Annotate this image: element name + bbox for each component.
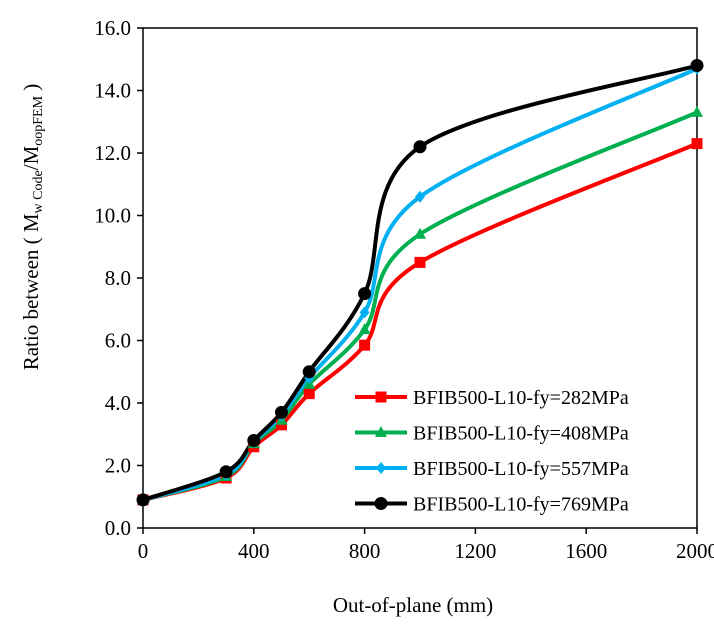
data-point-series-1	[359, 339, 371, 351]
data-point-series-4	[690, 59, 704, 72]
x-tick-label: 800	[349, 539, 381, 563]
y-tick-label: 10.0	[94, 204, 131, 228]
x-tick-label: 0	[138, 539, 149, 563]
data-point-series-4	[136, 493, 150, 507]
data-point-series-3	[415, 190, 425, 203]
y-tick-label: 14.0	[94, 79, 131, 103]
data-point-series-4	[219, 465, 233, 479]
legend-marker	[375, 426, 387, 437]
y-tick-label: 4.0	[105, 391, 131, 415]
data-point-series-2	[414, 227, 426, 239]
legend-label: BFIB500-L10-fy=408MPa	[413, 423, 629, 445]
data-point-series-4	[302, 365, 316, 379]
y-tick-label: 2.0	[105, 454, 131, 478]
y-tick-label: 6.0	[105, 329, 131, 353]
y-tick-label: 0.0	[105, 516, 131, 540]
legend-marker	[375, 391, 387, 403]
data-point-series-4	[275, 405, 288, 419]
data-point-series-2	[358, 323, 371, 335]
data-point-series-1	[303, 388, 315, 400]
legend-label: BFIB500-L10-fy=769MPa	[413, 494, 629, 516]
legend-marker	[376, 462, 386, 474]
data-point-series-4	[413, 140, 427, 154]
legend-label: BFIB500-L10-fy=282MPa	[413, 387, 629, 409]
legend-label: BFIB500-L10-fy=557MPa	[413, 458, 629, 480]
data-point-series-3	[359, 306, 370, 319]
series-line-3	[141, 66, 699, 502]
legend-marker	[374, 497, 388, 510]
x-axis-title: Out-of-plane (mm)	[333, 593, 493, 617]
y-tick-label: 8.0	[105, 266, 131, 290]
data-point-series-4	[358, 287, 372, 301]
y-tick-label: 16.0	[94, 16, 131, 40]
x-tick-label: 2000	[676, 539, 714, 563]
legend: BFIB500-L10-fy=282MPa BFIB500-L10-fy=408M…	[355, 387, 629, 516]
data-point-series-1	[691, 138, 703, 150]
data-point-series-2	[691, 105, 703, 117]
data-point-series-1	[276, 419, 287, 431]
y-tick-label: 12.0	[94, 141, 131, 165]
series-line-4	[141, 63, 699, 502]
x-tick-label: 1200	[454, 539, 496, 563]
data-point-series-4	[247, 434, 261, 447]
data-point-series-1	[414, 256, 426, 268]
y-axis-title: Ratio between ( Mw Code/MoopFEM )	[19, 84, 46, 371]
x-tick-label: 1600	[565, 539, 607, 563]
x-tick-label: 400	[238, 539, 270, 563]
